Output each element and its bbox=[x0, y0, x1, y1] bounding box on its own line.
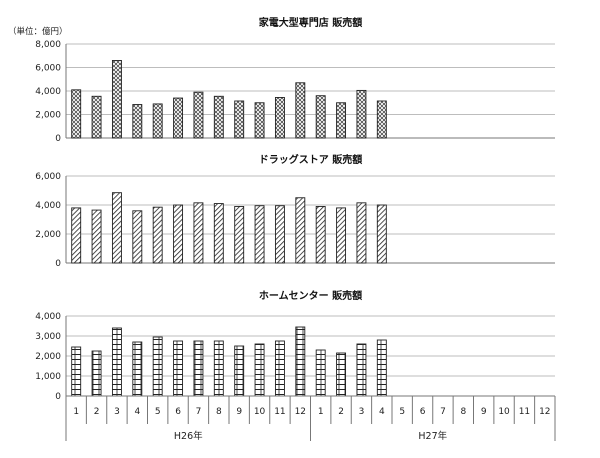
x-tick-label: 6 bbox=[420, 407, 426, 417]
bar bbox=[193, 202, 204, 264]
bar bbox=[376, 204, 387, 264]
x-group-label: H27年 bbox=[418, 430, 447, 442]
x-tick-label: 10 bbox=[498, 407, 510, 417]
bar bbox=[111, 192, 122, 264]
x-tick-label: 10 bbox=[254, 407, 266, 417]
bar bbox=[336, 352, 347, 397]
bar bbox=[213, 95, 224, 139]
x-tick-label: 4 bbox=[379, 407, 385, 417]
bar bbox=[152, 103, 163, 139]
bar bbox=[152, 336, 163, 397]
chart-kaden: 家電大型専門店 販売額 0 2,000 4,000 6,000 8,000 bbox=[35, 16, 555, 144]
bar bbox=[152, 206, 163, 264]
bar bbox=[111, 60, 122, 139]
bar bbox=[193, 91, 204, 139]
x-tick-label: 8 bbox=[460, 407, 466, 417]
bar bbox=[315, 349, 326, 397]
chart-title: ホームセンター 販売額 bbox=[259, 289, 362, 302]
x-tick-label: 2 bbox=[338, 407, 344, 417]
x-tick-label: 9 bbox=[481, 407, 487, 417]
bar bbox=[173, 204, 184, 264]
x-tick-label: 1 bbox=[318, 407, 324, 417]
bar bbox=[71, 346, 82, 397]
bar bbox=[71, 89, 82, 139]
bar bbox=[132, 210, 143, 264]
bar bbox=[336, 102, 347, 139]
bar bbox=[91, 209, 102, 264]
chart-title: 家電大型専門店 販売額 bbox=[259, 16, 362, 29]
bar bbox=[234, 205, 245, 264]
bar bbox=[254, 205, 265, 264]
y-tick-label: 0 bbox=[55, 134, 61, 144]
y-tick-label: 4,000 bbox=[35, 201, 61, 211]
y-tick-label: 4,000 bbox=[35, 312, 61, 322]
chart-title: ドラッグストア 販売額 bbox=[259, 153, 362, 166]
x-tick-label: 11 bbox=[274, 407, 285, 417]
bar bbox=[254, 343, 265, 397]
bar bbox=[111, 327, 122, 397]
x-tick-label: 7 bbox=[196, 407, 202, 417]
y-tick-label: 0 bbox=[55, 259, 61, 269]
y-tick-label: 8,000 bbox=[35, 40, 61, 50]
bar bbox=[315, 95, 326, 139]
bar bbox=[295, 82, 306, 139]
x-tick-label: 2 bbox=[94, 407, 100, 417]
y-tick-label: 2,000 bbox=[35, 230, 61, 240]
bar bbox=[234, 345, 245, 397]
x-tick-label: 6 bbox=[175, 407, 181, 417]
x-tick-label: 3 bbox=[114, 407, 120, 417]
x-group-label: H26年 bbox=[174, 430, 203, 442]
unit-label: （単位：億円） bbox=[8, 26, 68, 37]
bar bbox=[356, 202, 367, 264]
bar bbox=[193, 340, 204, 397]
y-tick-label: 4,000 bbox=[35, 87, 61, 97]
bar bbox=[91, 350, 102, 397]
chart-homecenter: ホームセンター 販売額 0 1,000 2,000 3,000 4,000 bbox=[35, 289, 555, 402]
bar bbox=[356, 89, 367, 139]
chart-drugstore: ドラッグストア 販売額 0 2,000 4,000 6,000 bbox=[35, 153, 555, 269]
x-tick-label: 12 bbox=[539, 407, 550, 417]
bar bbox=[274, 205, 285, 264]
bar bbox=[132, 341, 143, 397]
bar bbox=[295, 326, 306, 397]
bar bbox=[336, 207, 347, 264]
bar bbox=[213, 203, 224, 264]
x-tick-label: 5 bbox=[155, 407, 161, 417]
bar bbox=[213, 340, 224, 397]
x-tick-label: 1 bbox=[73, 407, 79, 417]
bar bbox=[173, 97, 184, 139]
y-tick-label: 0 bbox=[55, 392, 61, 402]
y-tick-label: 6,000 bbox=[35, 172, 61, 182]
bar bbox=[315, 205, 326, 264]
bar bbox=[234, 100, 245, 139]
bar bbox=[71, 207, 82, 264]
x-tick-label: 7 bbox=[440, 407, 446, 417]
y-tick-label: 2,000 bbox=[35, 111, 61, 121]
y-tick-label: 2,000 bbox=[35, 352, 61, 362]
bar bbox=[376, 100, 387, 139]
x-tick-label: 5 bbox=[399, 407, 405, 417]
x-tick-label: 9 bbox=[236, 407, 242, 417]
x-tick-label: 12 bbox=[295, 407, 306, 417]
bar bbox=[376, 339, 387, 397]
bar bbox=[173, 340, 184, 397]
y-tick-label: 3,000 bbox=[35, 332, 61, 342]
y-tick-label: 1,000 bbox=[35, 372, 61, 382]
bar bbox=[274, 97, 285, 139]
bar bbox=[356, 343, 367, 397]
x-tick-label: 4 bbox=[134, 407, 140, 417]
x-tick-label: 8 bbox=[216, 407, 222, 417]
bar bbox=[274, 340, 285, 397]
bar bbox=[295, 197, 306, 264]
bar bbox=[91, 95, 102, 139]
bar bbox=[132, 104, 143, 139]
x-tick-label: 3 bbox=[359, 407, 365, 417]
x-tick-label: 11 bbox=[519, 407, 530, 417]
bar bbox=[254, 102, 265, 139]
y-tick-label: 6,000 bbox=[35, 64, 61, 74]
